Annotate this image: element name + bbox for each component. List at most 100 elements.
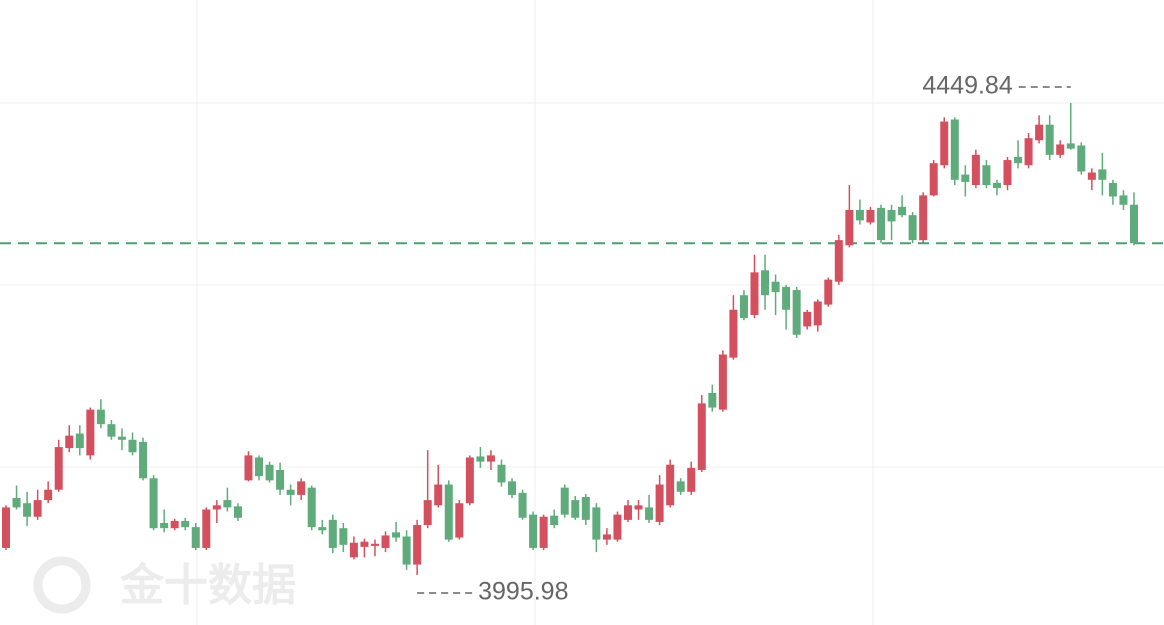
candle-body [1045, 124, 1054, 155]
candle-body [1077, 145, 1086, 172]
candle-body [887, 209, 896, 222]
candle-body [845, 209, 854, 246]
candle-body [592, 507, 601, 540]
watermark-text: 金十数据 [119, 560, 296, 611]
candle-body [687, 467, 696, 492]
watermark: 金十数据 [33, 556, 296, 614]
candle-body [497, 464, 506, 483]
candle-body [824, 279, 833, 305]
candle-body [539, 516, 548, 548]
candle-body [971, 154, 980, 186]
candle-body [571, 500, 580, 518]
candle-body [170, 520, 179, 529]
candle-body [86, 409, 95, 456]
candle-body [139, 441, 148, 479]
candle-body [866, 209, 875, 223]
candle-body [645, 507, 654, 520]
candle-body [982, 165, 991, 186]
candle-body [434, 484, 443, 506]
candle-body [813, 301, 822, 326]
candle-body [223, 500, 232, 508]
candle-body [1024, 138, 1033, 166]
candle-body [96, 409, 105, 425]
candle-body [623, 505, 632, 520]
candle-body [771, 281, 780, 293]
candle-body [191, 527, 200, 548]
candle-body [286, 489, 295, 495]
candle-body [792, 290, 801, 335]
candle-body [1108, 182, 1117, 197]
candle-body [992, 182, 1001, 189]
candle-body [634, 505, 643, 510]
candle-body [75, 433, 84, 449]
candle-body [855, 209, 864, 221]
candle-body [834, 240, 843, 282]
candle-body [708, 392, 717, 408]
candle-body [581, 496, 590, 520]
candle-body [181, 520, 190, 528]
candle-body [666, 464, 675, 506]
candle-body [476, 456, 485, 462]
candle-body [697, 403, 706, 470]
candle-body [265, 464, 274, 481]
candle-body [276, 469, 285, 490]
candle-body [402, 536, 411, 565]
max-label: 4449.84 [922, 72, 1012, 100]
candle-body [212, 505, 221, 510]
candle-body [1003, 160, 1012, 186]
candle-body [413, 525, 422, 565]
candle-body [729, 309, 738, 358]
candle-body [929, 163, 938, 196]
candle-body [339, 528, 348, 545]
candle-body [44, 489, 53, 501]
candle-body [739, 295, 748, 319]
candle-body [349, 542, 358, 558]
candle-body [529, 514, 538, 548]
candle-body [318, 527, 327, 531]
candle-body [23, 503, 32, 517]
candle-body [486, 455, 495, 462]
candle-body [718, 354, 727, 410]
candle-body [602, 534, 611, 540]
candle-body [307, 487, 316, 528]
candle-body [1014, 156, 1023, 164]
candle-body [550, 515, 559, 526]
candle-body [297, 481, 306, 495]
candle-body [508, 481, 517, 495]
candle-body [1119, 195, 1128, 205]
candle-body [255, 457, 264, 477]
candle-body [328, 519, 337, 548]
candle-body [149, 478, 158, 529]
candle-body [613, 514, 622, 540]
candle-body [1087, 172, 1096, 180]
candle-body [392, 532, 401, 538]
watermark-logo [33, 556, 91, 614]
candle-body [370, 543, 379, 546]
candle-body [128, 439, 137, 453]
candle-body [381, 535, 390, 548]
candle-body [940, 121, 949, 166]
candle-body [803, 311, 812, 327]
candle-body [444, 484, 453, 540]
candle-body [33, 500, 42, 517]
candle-body [750, 272, 759, 315]
candle-body [919, 195, 928, 241]
candle-body [782, 286, 791, 310]
candle-body [107, 424, 116, 437]
candle-body [12, 498, 21, 508]
candle-body [233, 506, 242, 518]
candle-body [1056, 144, 1065, 155]
candle-body [465, 457, 474, 504]
candle-body [2, 507, 10, 548]
candle-body [560, 487, 569, 515]
candle-body [655, 484, 664, 522]
min-label: 3995.98 [478, 578, 568, 606]
candle-body [898, 206, 907, 216]
candle-body [455, 503, 464, 538]
candle-body [518, 492, 527, 518]
candle-body [360, 541, 369, 547]
candle-body [761, 270, 770, 296]
